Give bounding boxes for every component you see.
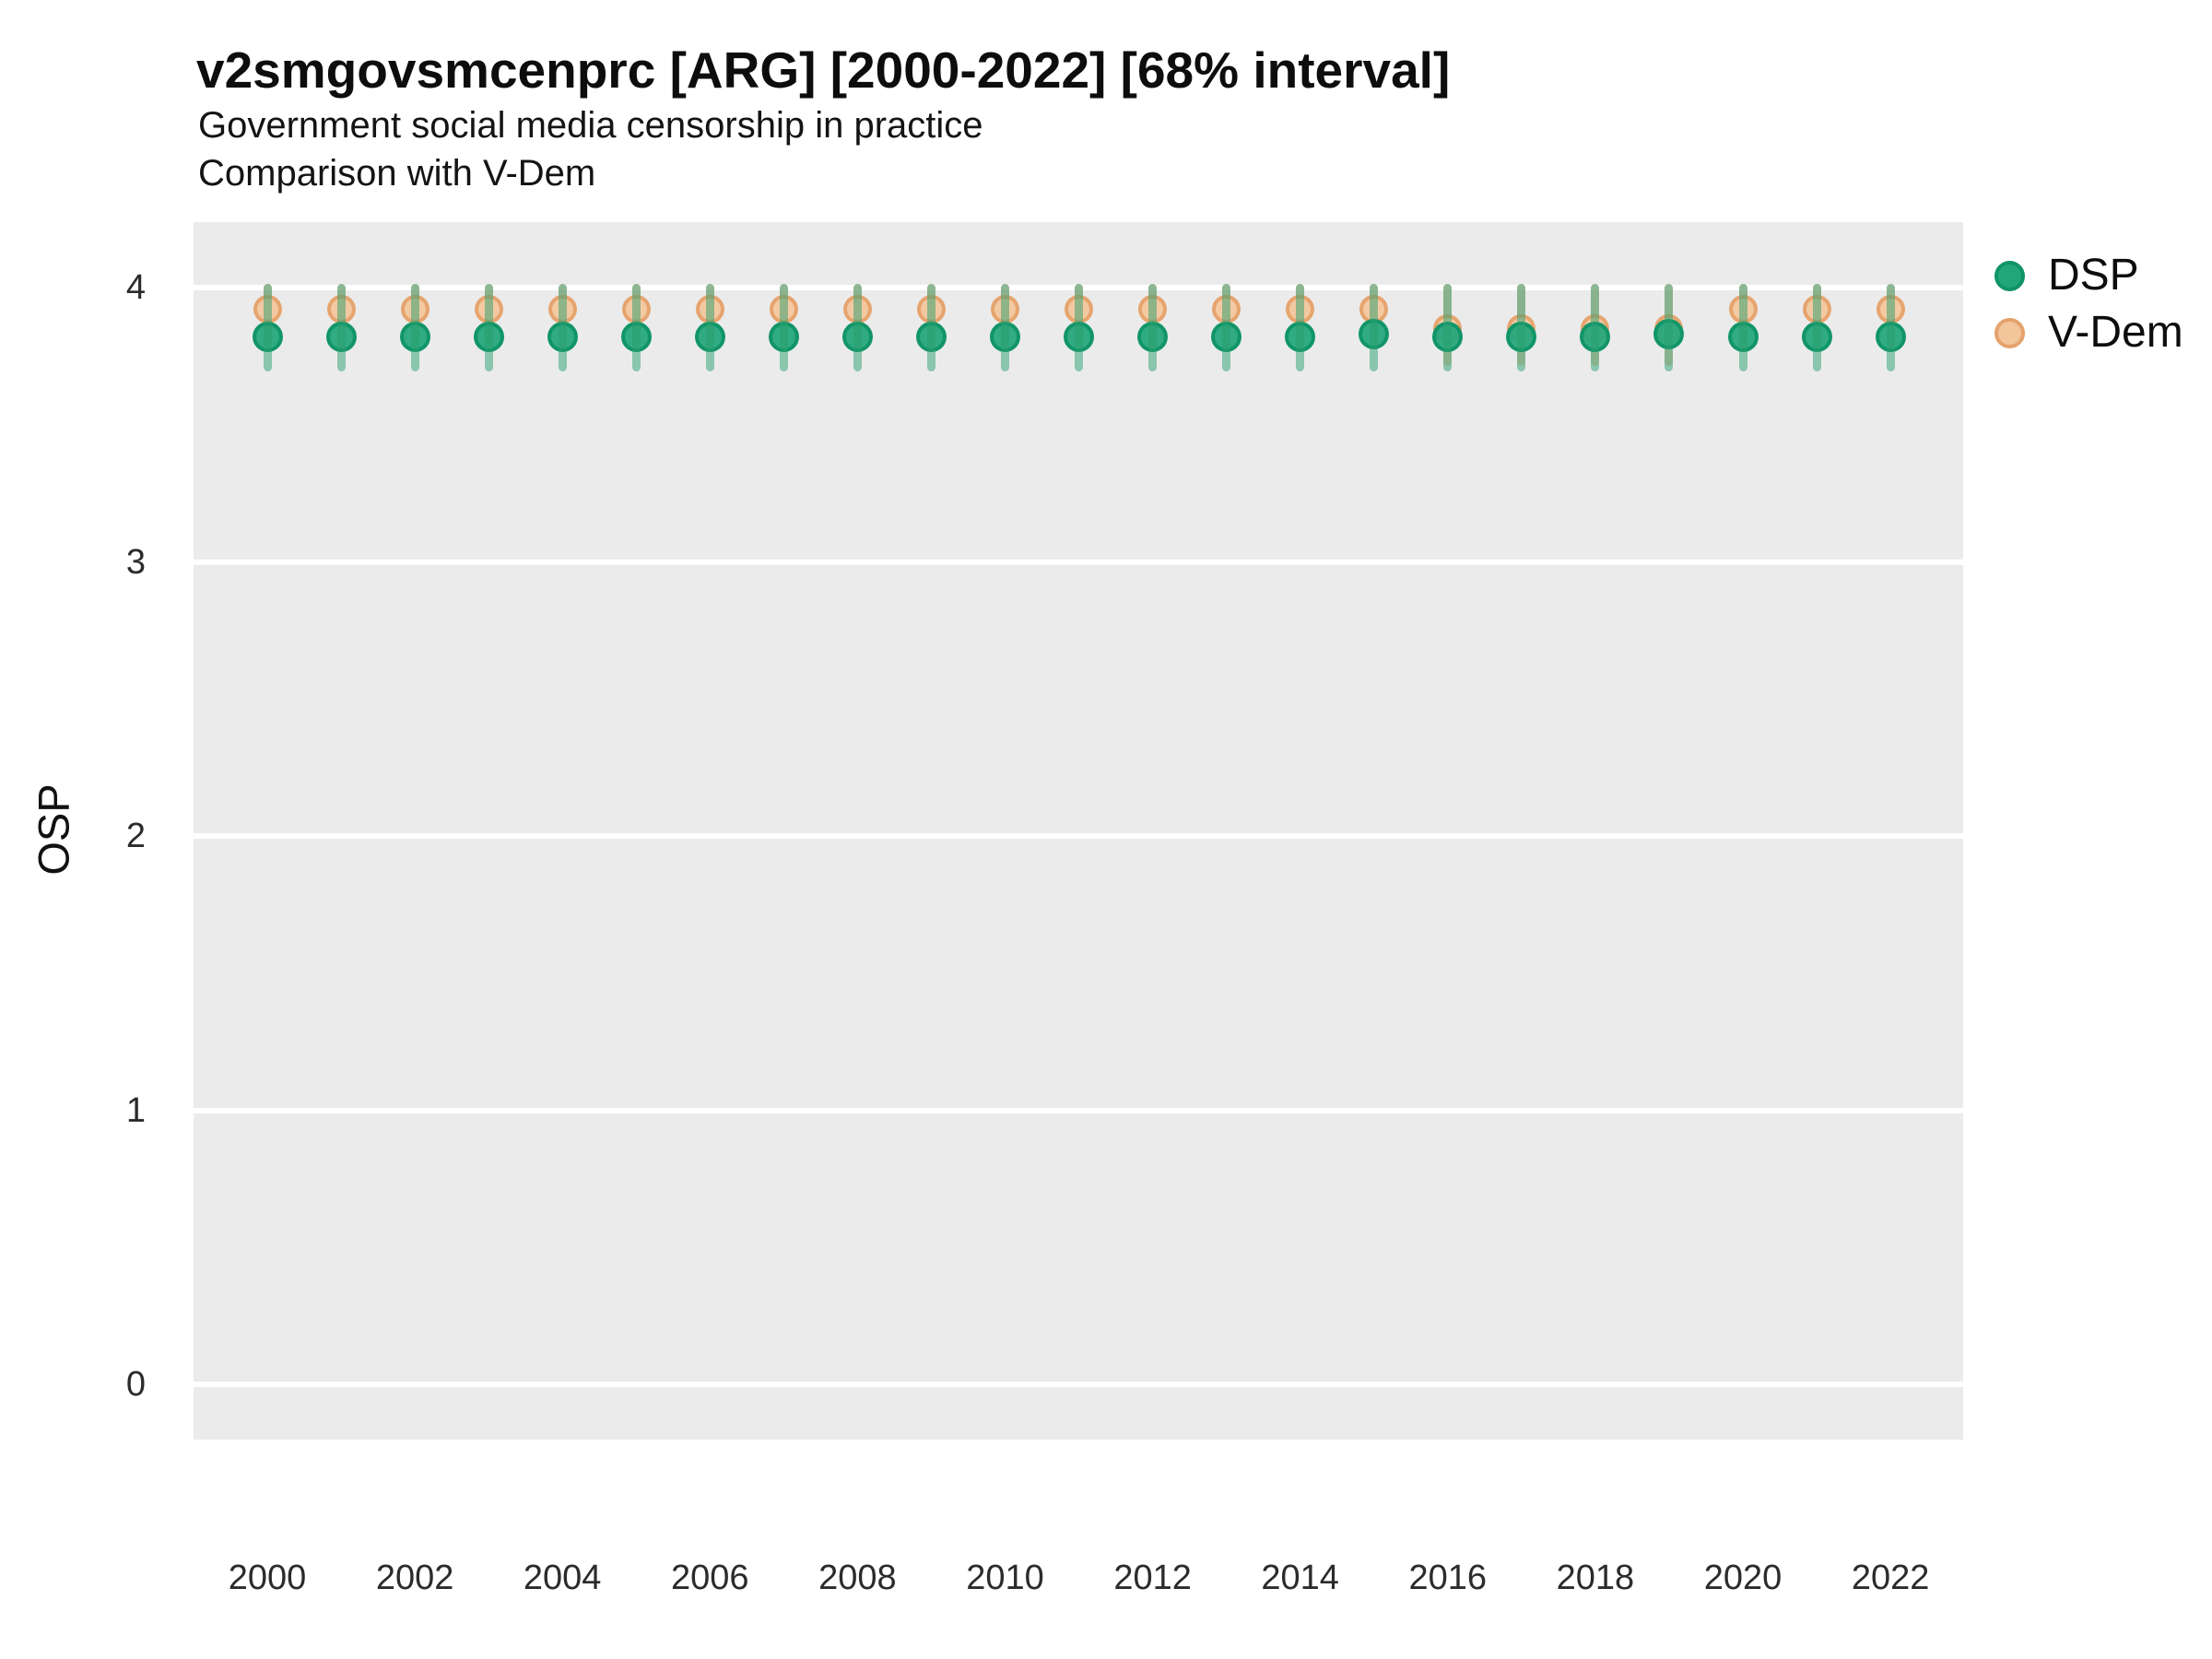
- dsp-interval-bar: [1443, 283, 1453, 371]
- dsp-interval-bar: [484, 283, 493, 371]
- y-tick-label-3: 3: [125, 542, 146, 582]
- dsp-interval-bar: [336, 283, 346, 371]
- chart-subtitle-comparison: Comparison with V-Dem: [198, 153, 596, 194]
- legend-dsp-label: DSP: [2048, 251, 2139, 300]
- dsp-interval-bar: [1517, 283, 1526, 371]
- plot-panel: [194, 222, 1963, 1440]
- gridline-y-1: [194, 1107, 1963, 1113]
- dsp-interval-bar: [779, 283, 788, 371]
- legend-vdem-label: V-Dem: [2048, 308, 2183, 357]
- dsp-interval-bar: [705, 283, 714, 371]
- dsp-interval-bar: [263, 283, 272, 371]
- x-tick-label-2012: 2012: [1113, 1559, 1192, 1597]
- dsp-interval-bar: [1148, 283, 1158, 371]
- y-tick-label-0: 0: [125, 1365, 146, 1405]
- dsp-interval-bar: [1075, 283, 1084, 371]
- dsp-interval-bar: [1738, 283, 1747, 371]
- chart-subtitle: Government social media censorship in pr…: [198, 105, 983, 146]
- chart-title: v2smgovsmcenprc [ARG] [2000-2022] [68% i…: [196, 41, 1451, 99]
- y-tick-label-2: 2: [125, 817, 146, 856]
- dsp-interval-bar: [1001, 283, 1009, 371]
- x-tick-label-2000: 2000: [228, 1559, 307, 1597]
- dsp-interval-bar: [926, 283, 935, 371]
- x-tick-label-2006: 2006: [671, 1559, 749, 1597]
- dsp-interval-bar: [1296, 283, 1305, 371]
- gridline-y-0: [194, 1382, 1963, 1388]
- dsp-interval-bar: [1370, 283, 1379, 371]
- x-tick-label-2020: 2020: [1703, 1559, 1783, 1597]
- x-tick-label-2014: 2014: [1261, 1559, 1339, 1597]
- dsp-interval-bar: [1591, 283, 1600, 371]
- x-tick-label-2002: 2002: [375, 1559, 454, 1597]
- y-tick-label-4: 4: [125, 268, 146, 307]
- legend-vdem-marker-icon: [1994, 318, 2025, 348]
- gridline-y-3: [194, 559, 1963, 565]
- x-tick-label-2018: 2018: [1556, 1559, 1635, 1597]
- x-tick-label-2010: 2010: [966, 1559, 1044, 1597]
- gridline-y-2: [194, 833, 1963, 840]
- x-tick-label-2004: 2004: [523, 1559, 602, 1597]
- dsp-interval-bar: [1886, 283, 1895, 371]
- x-tick-label-2016: 2016: [1408, 1559, 1488, 1597]
- y-tick-label-1: 1: [125, 1090, 146, 1130]
- dsp-interval-bar: [631, 283, 641, 371]
- dsp-interval-bar: [558, 283, 567, 371]
- dsp-interval-bar: [1665, 283, 1674, 371]
- x-tick-label-2022: 2022: [1851, 1559, 1930, 1597]
- legend-dsp-marker-icon: [1994, 261, 2025, 291]
- dsp-interval-bar: [1812, 283, 1821, 371]
- dsp-interval-bar: [410, 283, 419, 371]
- dsp-interval-bar: [853, 283, 862, 371]
- x-tick-label-2008: 2008: [818, 1559, 897, 1597]
- dsp-interval-bar: [1222, 283, 1231, 371]
